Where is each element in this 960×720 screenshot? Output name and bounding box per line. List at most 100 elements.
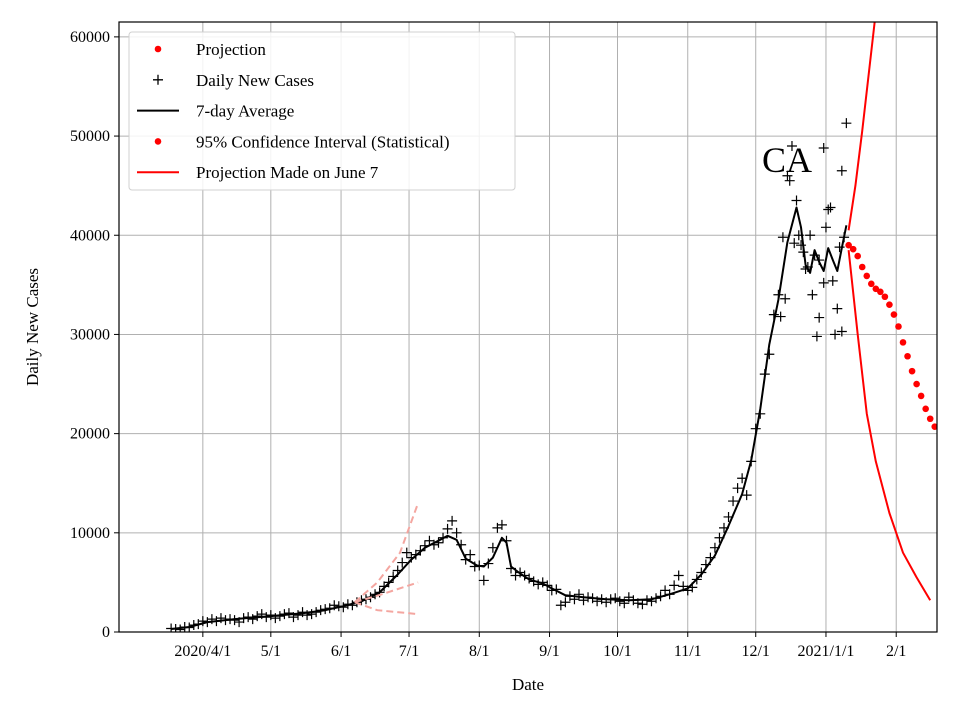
legend-label: Projection Made on June 7 [196, 163, 379, 182]
projection-dot [922, 405, 929, 413]
data-point-plus [818, 277, 829, 288]
x-tick-label: 11/1 [674, 643, 702, 660]
data-point-plus [823, 204, 834, 215]
data-point-plus [832, 303, 843, 314]
state-annotation: CA [762, 140, 812, 180]
y-axis-ticks: 0 10000 20000 30000 40000 50000 60000 [70, 29, 119, 641]
y-tick-label: 30000 [70, 326, 110, 343]
data-point-plus [836, 326, 847, 337]
data-point-plus [830, 329, 841, 340]
x-axis-label: Date [512, 675, 544, 694]
data-point-plus [175, 624, 186, 632]
fan-line [354, 581, 419, 604]
data-point-plus [487, 542, 498, 553]
projection-dot [890, 311, 898, 318]
data-point-plus [741, 490, 752, 501]
series-95-confidence-interval-statistical- [847, 249, 932, 601]
legend-marker-plus [153, 74, 163, 85]
series-line [847, 249, 932, 601]
series-line [170, 206, 848, 630]
data-point-plus [780, 293, 791, 304]
data-point-plus [777, 232, 788, 243]
data-point-plus [784, 175, 795, 186]
data-point-plus [782, 170, 793, 181]
projection-dot [913, 380, 920, 388]
y-tick-label: 10000 [70, 525, 110, 542]
data-point-plus [789, 238, 800, 249]
data-point-plus [811, 331, 822, 342]
data-point-plus [447, 515, 458, 526]
x-tick-label: 12/1 [741, 643, 769, 660]
legend-label: 95% Confidence Interval (Statistical) [196, 132, 450, 151]
data-point-plus [836, 165, 847, 176]
fan-line [354, 601, 419, 616]
projection-dot [886, 301, 893, 308]
legend: Projection Daily New Cases 7-day Average 95… [128, 31, 516, 191]
series-line [847, 22, 876, 231]
x-tick-label: 2/1 [886, 643, 906, 660]
data-point-plus [796, 240, 807, 251]
projection-dot [858, 263, 866, 271]
data-point-plus [669, 580, 680, 591]
plot-frame [118, 21, 938, 633]
projection-dot [926, 415, 934, 423]
projection-dot [863, 272, 871, 280]
x-tick-label: 9/1 [539, 643, 559, 660]
data-point-plus [786, 140, 797, 151]
data-point-plus [397, 557, 408, 568]
legend-marker-dot [154, 138, 162, 145]
data-point-plus [814, 312, 825, 323]
legend-label: Projection [196, 40, 266, 59]
data-point-plus [805, 230, 816, 241]
projection-dot [908, 367, 916, 375]
data-point-plus [820, 222, 831, 233]
y-tick-label: 40000 [70, 227, 110, 244]
legend-label: Daily New Cases [196, 71, 314, 90]
data-point-plus [379, 581, 390, 592]
data-point-plus [197, 616, 208, 627]
projection-dot [881, 293, 889, 301]
legend-marker-dot [154, 45, 162, 53]
x-axis-ticks: 2020/4/1 5/1 6/1 7/1 8/1 9/1 10/1 11/1 12/1 2021/… [174, 632, 906, 660]
projection-dot [904, 352, 911, 360]
data-point-plus [841, 118, 852, 129]
data-point-plus [660, 585, 671, 596]
data-point-plus [673, 570, 684, 581]
data-point-plus [483, 558, 494, 569]
legend-label: 7-day Average [196, 102, 294, 121]
data-point-plus [451, 527, 462, 538]
legend-box [128, 31, 516, 191]
projection-dot [849, 245, 857, 253]
data-point-plus [614, 596, 625, 607]
projection-dot [854, 252, 861, 260]
data-point-plus [442, 523, 453, 534]
projection-dot [931, 423, 937, 430]
x-tick-label: 2020/4/1 [174, 643, 231, 660]
data-point-plus [827, 275, 838, 286]
series-june-projection-fan-faint- [354, 502, 420, 616]
data-point-plus [807, 289, 818, 300]
y-tick-label: 0 [102, 624, 110, 641]
data-point-plus [478, 575, 489, 586]
data-point-plus [560, 597, 571, 608]
series-projection-made-on-june-7 [847, 22, 876, 231]
x-tick-label: 2021/1/1 [798, 643, 855, 660]
x-tick-label: 10/1 [603, 643, 631, 660]
y-axis-label: Daily New Cases [23, 268, 42, 386]
data-point-plus [637, 599, 648, 610]
projection-dot [917, 392, 925, 400]
data-point-plus [306, 609, 317, 620]
data-point-plus [401, 547, 412, 558]
data-point-plus [496, 519, 507, 530]
series-7-day-average [170, 206, 848, 630]
y-tick-label: 50000 [70, 128, 110, 145]
projection-dot [867, 280, 875, 288]
projection-dot [899, 339, 907, 346]
data-point-plus [465, 549, 476, 560]
series-projection [845, 241, 937, 430]
data-point-plus [775, 311, 786, 322]
data-point-plus [791, 195, 802, 206]
y-tick-label: 20000 [70, 426, 110, 443]
data-point-plus [424, 535, 435, 546]
